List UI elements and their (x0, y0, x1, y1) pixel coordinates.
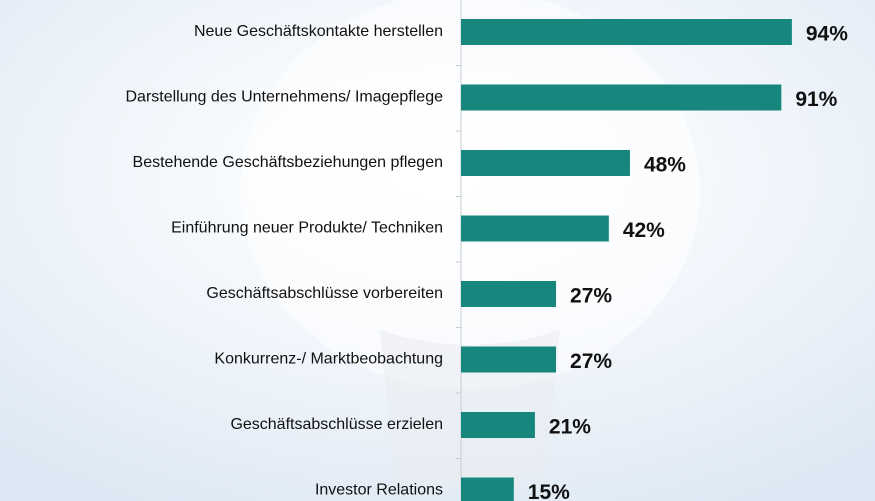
category-label: Bestehende Geschäftsbeziehungen pflegen (133, 154, 443, 171)
bar (461, 215, 609, 242)
category-label: Investor Relations (315, 482, 443, 499)
value-label: 27% (570, 285, 612, 308)
bar (461, 19, 792, 45)
bar (461, 150, 630, 176)
bar (461, 477, 514, 501)
value-label: 21% (549, 416, 591, 439)
value-label: 48% (644, 154, 686, 177)
category-label: Neue Geschäftskontakte herstellen (194, 23, 443, 40)
category-label: Geschäftsabschlüsse vorbereiten (206, 285, 443, 302)
value-label: 91% (795, 88, 837, 111)
value-label: 27% (570, 350, 612, 373)
bar (461, 281, 557, 307)
bulb-glow (240, 0, 700, 390)
value-label: 42% (623, 219, 665, 242)
category-label: Darstellung des Unternehmens/ Imagepfleg… (125, 89, 443, 106)
bar (461, 346, 557, 373)
value-label: 94% (806, 23, 848, 46)
bar (461, 412, 535, 438)
category-label: Einführung neuer Produkte/ Techniken (171, 220, 443, 237)
value-label: 15% (528, 481, 570, 501)
bar (461, 84, 782, 111)
category-label: Konkurrenz-/ Marktbeobachtung (214, 351, 443, 368)
category-label: Geschäftsabschlüsse erzielen (230, 416, 443, 433)
